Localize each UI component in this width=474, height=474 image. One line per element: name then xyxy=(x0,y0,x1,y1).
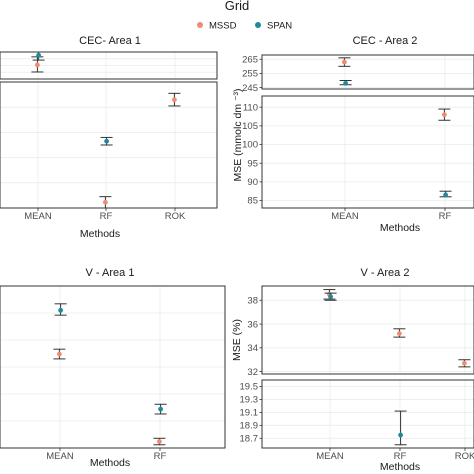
cec2-ytick-label: 95 xyxy=(247,158,258,169)
v2-xlabel: Methods xyxy=(380,461,420,473)
cec2-ytick-label: 100 xyxy=(242,140,258,151)
cec1-xtick-label: MEAN xyxy=(24,211,52,222)
cec1-point-span xyxy=(104,138,109,144)
v1-point-mssd xyxy=(57,351,62,357)
cec1-panel-border xyxy=(0,51,218,80)
v1-xtick-label: RF xyxy=(154,451,167,462)
cec2-ytick-label: 110 xyxy=(243,102,258,113)
cec2-point-mssd xyxy=(342,59,347,65)
v2-xtick-label: RF xyxy=(394,451,407,462)
v2-ytick-label: 32 xyxy=(247,367,258,378)
legend-span-marker xyxy=(255,22,261,28)
cec2-xlabel: Methods xyxy=(380,222,420,234)
cec1-xlabel: Methods xyxy=(80,228,120,240)
cec2-point-span xyxy=(443,192,448,198)
v2-panel-border xyxy=(261,379,474,449)
plots-layer: MEAN RF ROK 245 255 265 85 90 95 100 105 110 MEAN RF M… xyxy=(0,51,474,462)
v1-panel-border xyxy=(0,285,226,449)
v2-ylabel: MSE (%) xyxy=(231,319,243,361)
v2-ytick-label: 19.1 xyxy=(240,408,259,419)
v2-point-mssd xyxy=(462,360,467,366)
v2-point-mssd xyxy=(397,331,402,336)
cec2-xtick-label: MEAN xyxy=(331,211,359,222)
legend-title: Grid xyxy=(225,0,250,13)
v2-ytick-label: 36 xyxy=(247,319,258,330)
legend-span-label: SPAN xyxy=(267,21,292,32)
cec1-point-span xyxy=(36,52,41,58)
v1-point-span xyxy=(58,307,63,313)
v2-ytick-label: 19.3 xyxy=(240,395,259,406)
v2-point-span xyxy=(328,294,333,300)
legend: Grid MSSD SPAN xyxy=(197,0,292,32)
legend-mssd-marker xyxy=(197,22,203,28)
v1-xtick-label: MEAN xyxy=(46,451,74,462)
cec2-panel-border xyxy=(261,95,474,209)
cec1-point-mssd xyxy=(35,62,40,68)
v2-panel-border xyxy=(261,285,474,375)
cec2-point-span xyxy=(343,80,348,86)
cec1-point-mssd xyxy=(103,199,108,205)
v2-ytick-label: 19.5 xyxy=(240,382,259,393)
v2-xtick-label: MEAN xyxy=(316,451,344,462)
cec2-ytick-label: 105 xyxy=(242,121,258,132)
cec2-ytick-label: 90 xyxy=(247,177,258,188)
v1-point-mssd xyxy=(157,439,162,444)
v2-ytick-label: 18.9 xyxy=(240,421,259,432)
v1-xlabel: Methods xyxy=(90,457,130,469)
cec2-ylabel: MSE (mmolc dm ⁻³) xyxy=(232,88,244,181)
cec2-point-mssd xyxy=(442,112,447,118)
v2-title: V - Area 2 xyxy=(361,267,410,279)
legend-mssd-label: MSSD xyxy=(209,21,237,32)
v2-xtick-label: ROK xyxy=(455,451,474,462)
cec1-point-mssd xyxy=(172,97,177,103)
cec2-panel-border xyxy=(261,54,474,90)
cec2-ytick-label: 85 xyxy=(247,196,258,207)
v1-title: V - Area 1 xyxy=(86,267,135,279)
cec2-ytick-label: 245 xyxy=(242,83,258,94)
v1-point-span xyxy=(158,406,164,412)
v2-ytick-label: 18.7 xyxy=(240,433,259,444)
cec1-xtick-label: RF xyxy=(100,211,113,222)
cec1-xtick-label: ROK xyxy=(165,211,186,222)
cec2-title: CEC - Area 2 xyxy=(353,35,418,47)
cec2-xtick-label: RF xyxy=(439,211,452,222)
cec2-ytick-label: 255 xyxy=(242,69,258,80)
v2-ytick-label: 34 xyxy=(247,343,258,354)
cec2-ytick-label: 265 xyxy=(242,54,258,65)
v2-ytick-label: 38 xyxy=(247,295,258,306)
v2-point-span xyxy=(398,432,403,438)
cec1-title: CEC- Area 1 xyxy=(79,35,141,47)
